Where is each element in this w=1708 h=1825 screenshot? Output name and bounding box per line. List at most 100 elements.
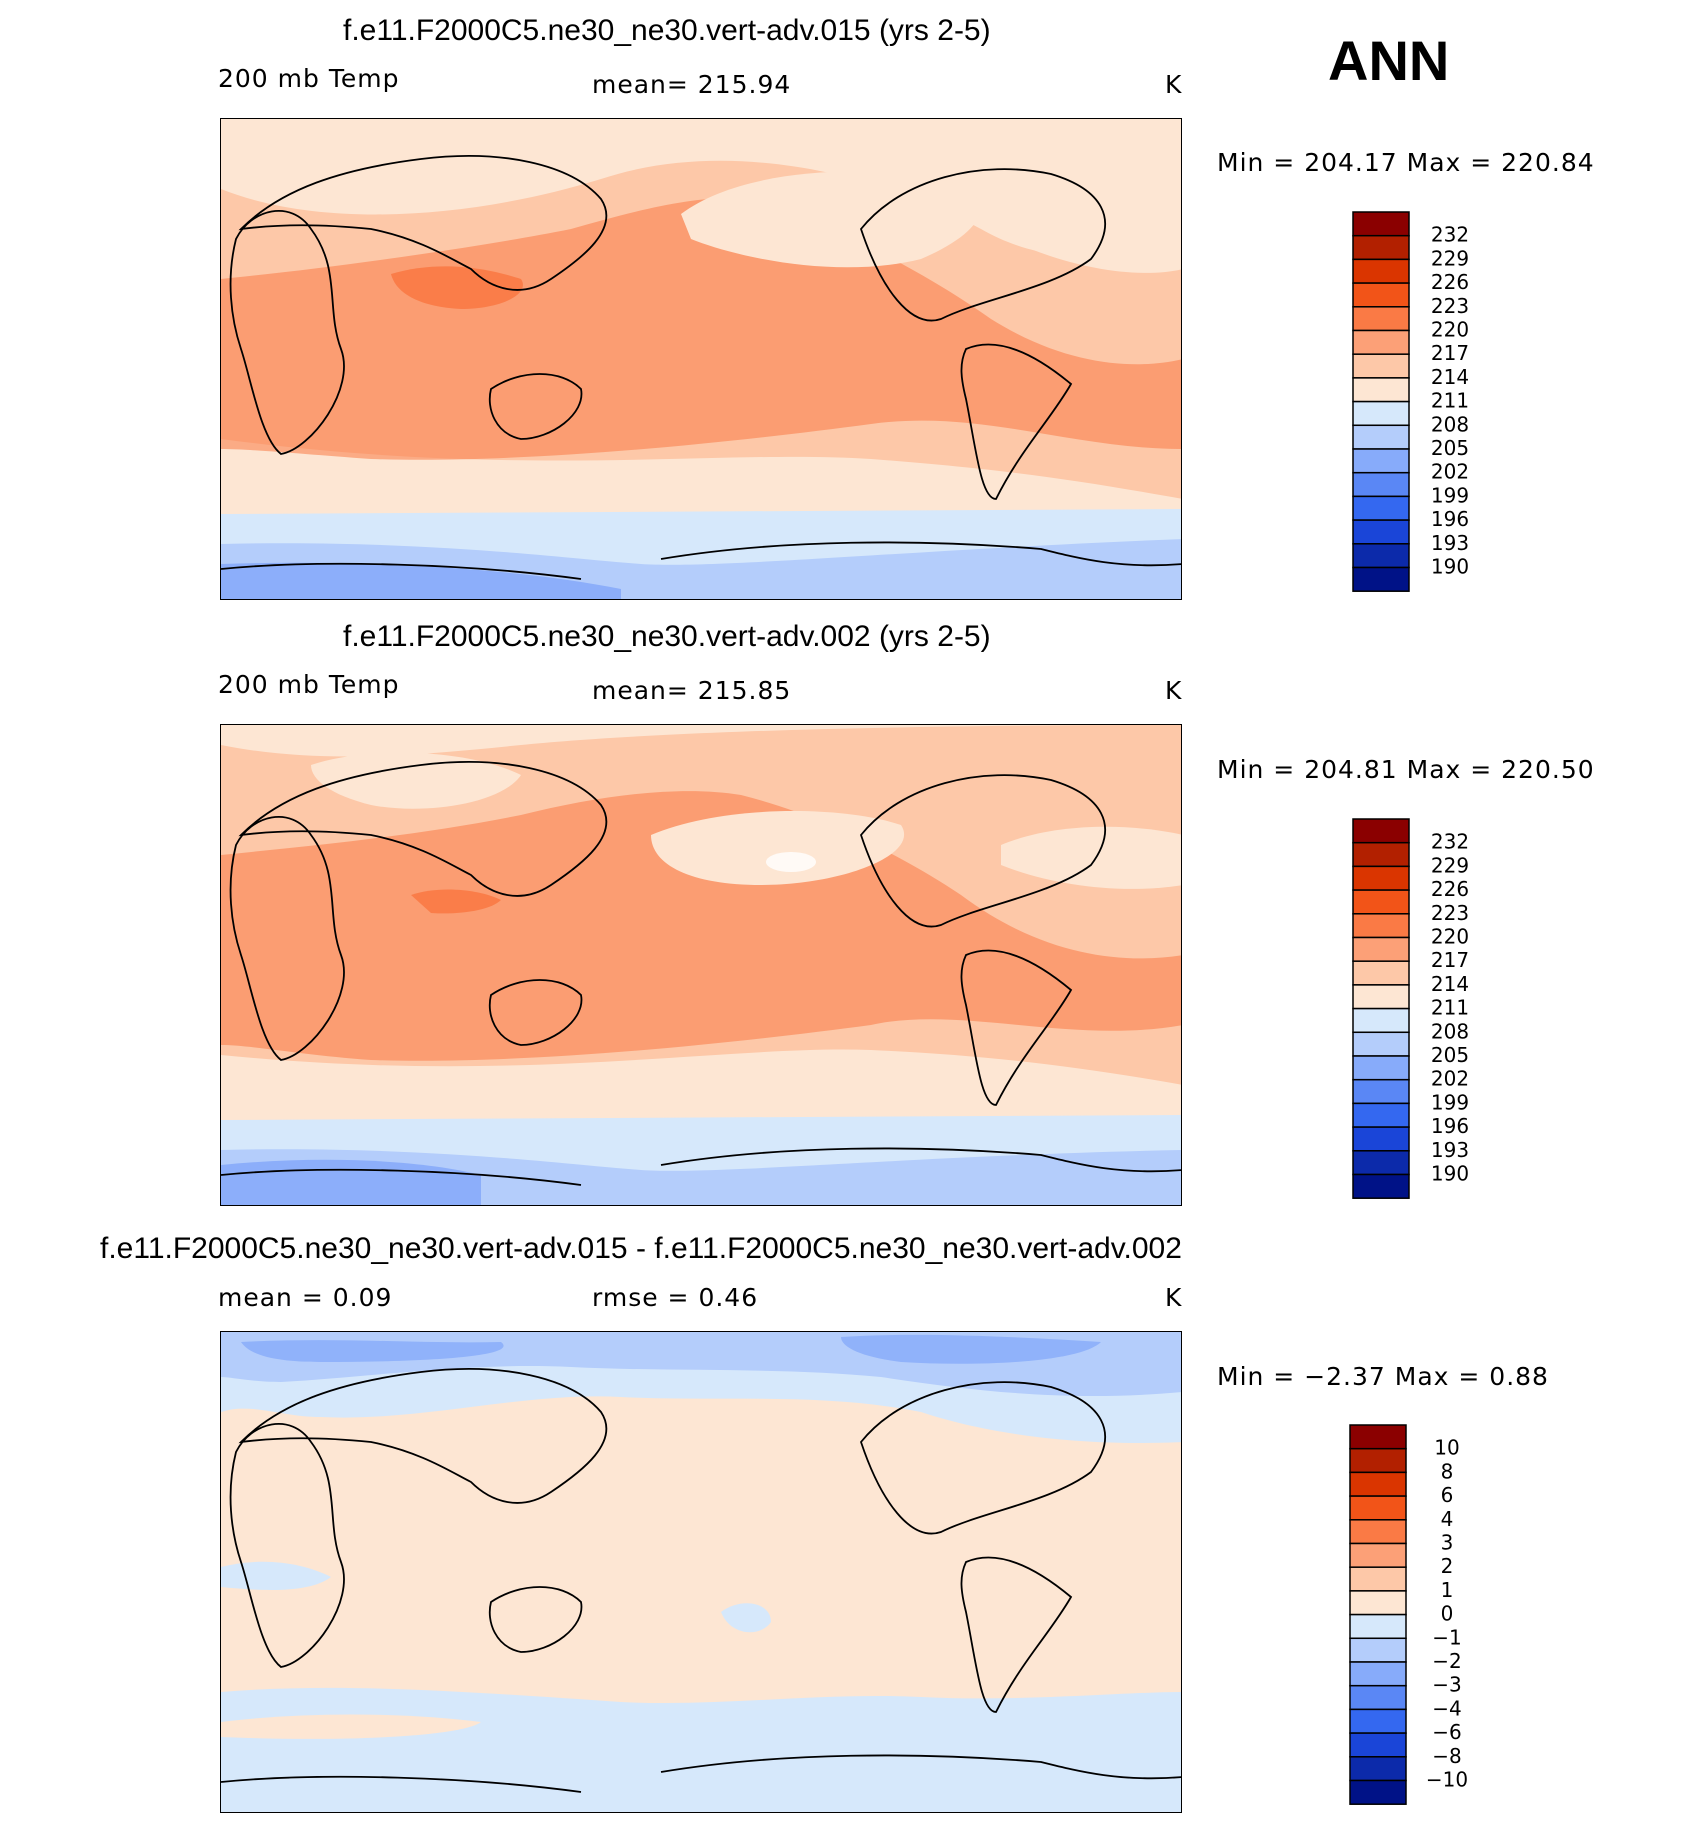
colorbar-tick-label: 202 — [1431, 460, 1469, 484]
panel1-colorbar-svg: 2322292262232202172142112082052021991961… — [1352, 211, 1469, 592]
colorbar-tick-label: 193 — [1431, 1138, 1469, 1162]
colorbar-swatch — [1352, 377, 1410, 403]
colorbar-swatch — [1352, 448, 1410, 474]
panel3-units: K — [1165, 1283, 1183, 1312]
panel3-rmse-label: rmse = 0.46 — [592, 1283, 759, 1312]
colorbar-swatch — [1349, 1519, 1407, 1545]
colorbar-swatch — [1352, 566, 1410, 592]
colorbar-tick-label: 199 — [1431, 1090, 1469, 1114]
panel1-minmax: Min = 204.17 Max = 220.84 — [1217, 148, 1595, 177]
colorbar-swatch — [1352, 495, 1410, 521]
colorbar-tick-label: 190 — [1431, 1162, 1469, 1186]
colorbar-swatch — [1349, 1495, 1407, 1521]
colorbar-tick-label: 226 — [1431, 270, 1469, 294]
colorbar-swatch — [1349, 1542, 1407, 1568]
colorbar-tick-label: 10 — [1434, 1436, 1459, 1460]
colorbar-swatch — [1352, 543, 1410, 569]
panel1-map — [220, 118, 1182, 600]
colorbar-swatch — [1349, 1732, 1407, 1758]
colorbar-tick-label: 232 — [1431, 223, 1469, 247]
panel2-colorbar: 232 229 226 223 220 217 214 211 208 205 202 199 196 1… — [1352, 818, 1472, 1199]
colorbar-tick-label: 232 — [1431, 830, 1469, 854]
colorbar-swatch — [1352, 1173, 1410, 1199]
colorbar-tick-label: 220 — [1431, 925, 1469, 949]
colorbar-swatch — [1352, 889, 1410, 915]
colorbar-swatch — [1352, 936, 1410, 962]
colorbar-swatch — [1352, 1126, 1410, 1152]
colorbar-tick-label: 211 — [1431, 996, 1469, 1020]
colorbar-tick-label: 223 — [1431, 294, 1469, 318]
colorbar-swatch — [1349, 1684, 1407, 1711]
colorbar-tick-label: 214 — [1431, 972, 1469, 996]
panel1-variable-label: 200 mb Temp — [218, 64, 400, 93]
colorbar-swatch — [1349, 1471, 1407, 1497]
colorbar-tick-label: 229 — [1431, 246, 1469, 270]
panel2-units: K — [1165, 676, 1183, 705]
colorbar-tick-label: −4 — [1432, 1696, 1461, 1720]
colorbar-tick-label: 226 — [1431, 877, 1469, 901]
colorbar-tick-label: 229 — [1431, 853, 1469, 877]
panel1-contour-field — [221, 119, 1181, 599]
colorbar-swatch — [1349, 1590, 1407, 1616]
panel3-contour-field — [221, 1332, 1181, 1812]
colorbar-swatch — [1352, 353, 1410, 379]
colorbar-swatch — [1352, 400, 1410, 427]
colorbar-swatch — [1349, 1779, 1407, 1805]
colorbar-swatch — [1352, 818, 1410, 844]
colorbar-tick-label: 0 — [1441, 1602, 1454, 1626]
colorbar-tick-label: 2 — [1441, 1554, 1454, 1578]
colorbar-swatch — [1352, 424, 1410, 450]
colorbar-tick-label: 4 — [1441, 1507, 1454, 1531]
colorbar-tick-label: −10 — [1426, 1768, 1468, 1792]
colorbar-tick-label: −8 — [1432, 1744, 1461, 1768]
colorbar-swatch — [1352, 306, 1410, 332]
colorbar-tick-label: 196 — [1431, 507, 1469, 531]
colorbar-tick-label: 223 — [1431, 901, 1469, 925]
colorbar-swatch — [1349, 1424, 1407, 1450]
colorbar-swatch — [1352, 1031, 1410, 1057]
panel2-variable-label: 200 mb Temp — [218, 670, 400, 699]
colorbar-swatch — [1352, 960, 1410, 986]
colorbar-tick-label: 211 — [1431, 389, 1469, 413]
colorbar-tick-label: 202 — [1431, 1067, 1469, 1091]
colorbar-swatch — [1349, 1566, 1407, 1592]
panel3-map — [220, 1331, 1182, 1813]
colorbar-swatch — [1352, 1007, 1410, 1034]
colorbar-swatch — [1352, 211, 1410, 237]
panel2-minmax: Min = 204.81 Max = 220.50 — [1217, 755, 1595, 784]
colorbar-swatch — [1352, 234, 1410, 261]
colorbar-swatch — [1352, 1078, 1410, 1105]
colorbar-swatch — [1352, 841, 1410, 868]
panel3-minmax: Min = −2.37 Max = 0.88 — [1217, 1362, 1549, 1391]
colorbar-tick-label: 3 — [1441, 1531, 1454, 1555]
colorbar-swatch — [1349, 1447, 1407, 1474]
colorbar-swatch — [1352, 1055, 1410, 1081]
colorbar-swatch — [1349, 1756, 1407, 1782]
colorbar-tick-label: 217 — [1431, 341, 1469, 365]
colorbar-tick-label: 8 — [1441, 1459, 1454, 1483]
colorbar-swatch — [1352, 471, 1410, 498]
panel2-map — [220, 724, 1182, 1206]
colorbar-swatch — [1352, 913, 1410, 939]
colorbar-swatch — [1349, 1708, 1407, 1734]
panel3-colorbar: 10 8 6 4 3 2 1 0 −1 −2 −3 −4 −6 −8 −10 — [1349, 1424, 1469, 1805]
panel1-units: K — [1165, 70, 1183, 99]
colorbar-tick-label: 199 — [1431, 483, 1469, 507]
colorbar-tick-label: 6 — [1441, 1483, 1454, 1507]
colorbar-tick-label: 190 — [1431, 555, 1469, 579]
colorbar-tick-label: 205 — [1431, 1043, 1469, 1067]
colorbar-swatch — [1352, 329, 1410, 355]
colorbar-tick-label: 217 — [1431, 948, 1469, 972]
colorbar-tick-label: 214 — [1431, 365, 1469, 389]
colorbar-swatch — [1352, 258, 1410, 284]
colorbar-tick-label: −1 — [1432, 1625, 1461, 1649]
panel2-title: f.e11.F2000C5.ne30_ne30.vert-adv.002 (yr… — [343, 620, 991, 653]
colorbar-tick-label: 193 — [1431, 531, 1469, 555]
panel2-contour-field — [221, 725, 1181, 1205]
colorbar-swatch — [1349, 1661, 1407, 1687]
colorbar-swatch — [1352, 865, 1410, 891]
colorbar-tick-label: 205 — [1431, 436, 1469, 460]
colorbar-tick-label: 1 — [1441, 1578, 1454, 1602]
season-label: ANN — [1328, 29, 1450, 92]
